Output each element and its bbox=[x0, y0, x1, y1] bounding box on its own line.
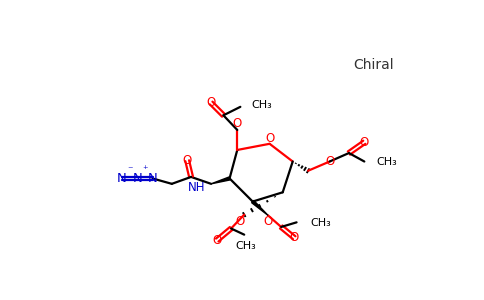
Text: N: N bbox=[117, 172, 127, 185]
Text: ⁻: ⁻ bbox=[127, 165, 133, 175]
Text: Chiral: Chiral bbox=[353, 58, 394, 72]
Text: O: O bbox=[235, 214, 244, 228]
Text: CH₃: CH₃ bbox=[377, 157, 397, 166]
Text: NH: NH bbox=[187, 181, 205, 194]
Text: ⁺: ⁺ bbox=[143, 165, 148, 175]
Text: O: O bbox=[289, 231, 299, 244]
Text: N: N bbox=[132, 172, 142, 185]
Text: O: O bbox=[207, 97, 216, 110]
Text: O: O bbox=[263, 215, 272, 228]
Text: O: O bbox=[233, 117, 242, 130]
Text: N: N bbox=[148, 172, 157, 185]
Text: O: O bbox=[265, 132, 274, 145]
Text: CH₃: CH₃ bbox=[235, 241, 256, 251]
Text: O: O bbox=[182, 154, 192, 167]
Polygon shape bbox=[252, 200, 268, 215]
Text: O: O bbox=[360, 136, 369, 149]
Text: O: O bbox=[325, 155, 334, 168]
Text: CH₃: CH₃ bbox=[310, 218, 331, 228]
Text: CH₃: CH₃ bbox=[251, 100, 272, 110]
Polygon shape bbox=[211, 177, 230, 184]
Text: O: O bbox=[212, 233, 222, 247]
